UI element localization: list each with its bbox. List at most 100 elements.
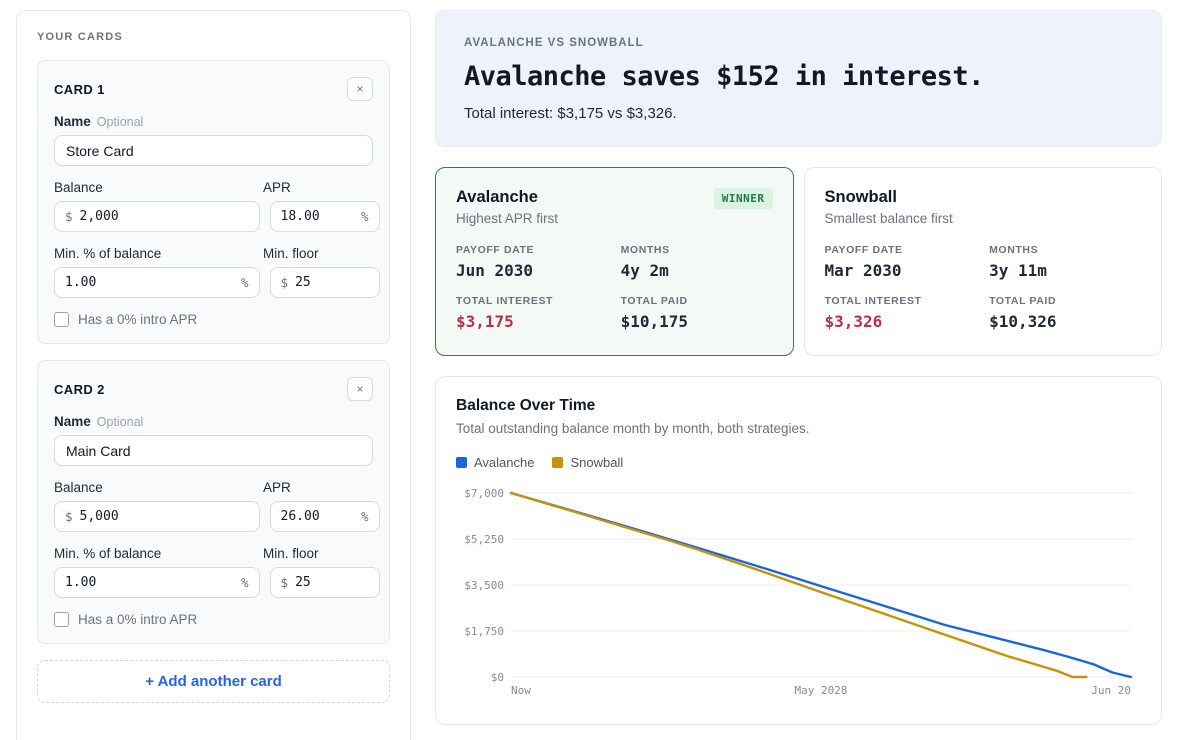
banner-eyebrow: AVALANCHE VS SNOWBALL	[464, 37, 644, 49]
months-value: 4y 2m	[620, 261, 669, 280]
payoff-date-value: Mar 2030	[824, 261, 902, 280]
name-label-row: Name Optional	[54, 414, 373, 429]
apr-input[interactable]	[280, 209, 354, 224]
percent-suffix: %	[361, 209, 369, 224]
chart-title: Balance Over Time	[456, 397, 596, 414]
balance-input[interactable]	[79, 209, 249, 224]
legend-label: Avalanche	[474, 455, 535, 470]
name-label-row: Name Optional	[54, 114, 373, 129]
chart-area: $0 $1,750 $3,500 $5,250 $7,000 Now May 2028 Jun…	[456, 481, 1141, 704]
intro-apr-row: Has a 0% intro APR	[54, 312, 373, 327]
min-floor-field: $	[269, 267, 380, 298]
card-name-input[interactable]	[54, 435, 373, 466]
apr-label: APR	[263, 180, 291, 195]
close-icon: ×	[356, 382, 364, 396]
intro-apr-checkbox[interactable]	[54, 612, 69, 627]
min-pct-input[interactable]	[65, 575, 234, 590]
snowball-swatch-icon	[552, 457, 564, 468]
svg-text:$3,500: $3,500	[464, 579, 504, 592]
winner-badge: WINNER	[713, 188, 773, 209]
svg-text:$0: $0	[491, 671, 504, 684]
min-floor-field: $	[269, 567, 380, 598]
dollar-prefix: $	[65, 209, 73, 224]
stat-label: PAYOFF DATE	[456, 244, 535, 256]
name-optional-hint: Optional	[96, 115, 144, 129]
apr-field: %	[269, 501, 380, 532]
legend-item-avalanche: Avalanche	[456, 455, 534, 470]
payoff-date-value: Jun 2030	[456, 261, 534, 280]
stat-label: TOTAL PAID	[989, 295, 1057, 307]
months-stat: MONTHS 4y 2m	[621, 244, 773, 280]
balance-label: Balance	[54, 480, 103, 495]
balance-apr-labels: Balance APR	[54, 180, 373, 195]
legend-item-snowball: Snowball	[552, 455, 623, 470]
svg-text:$1,750: $1,750	[464, 625, 504, 638]
balance-apr-inputs: $ %	[54, 501, 380, 532]
balance-input[interactable]	[79, 509, 249, 524]
min-floor-input[interactable]	[295, 275, 369, 290]
svg-text:$7,000: $7,000	[464, 487, 504, 500]
min-floor-input[interactable]	[295, 575, 369, 590]
apr-input[interactable]	[280, 509, 354, 524]
close-icon: ×	[356, 82, 364, 96]
intro-apr-row: Has a 0% intro APR	[54, 612, 373, 627]
balance-field: $	[54, 501, 260, 532]
dollar-prefix: $	[65, 509, 73, 524]
min-labels: Min. % of balance Min. floor	[54, 246, 373, 261]
card-title: CARD 2	[54, 381, 105, 397]
stat-label: MONTHS	[989, 244, 1039, 256]
card-header: CARD 1 ×	[54, 77, 373, 101]
cards-sidebar: YOUR CARDS CARD 1 × Name Optional Balanc…	[16, 10, 411, 740]
strategy-title: Avalanche	[456, 188, 538, 206]
balance-chart-card: Balance Over Time Total outstanding bala…	[435, 376, 1162, 725]
remove-card-button[interactable]: ×	[347, 377, 373, 401]
min-labels: Min. % of balance Min. floor	[54, 546, 373, 561]
strategy-card-avalanche: Avalanche Highest APR first WINNER PAYOF…	[435, 167, 794, 356]
stats-grid: PAYOFF DATE Jun 2030 MONTHS 4y 2m TOTAL …	[456, 244, 773, 331]
balance-apr-inputs: $ %	[54, 201, 380, 232]
svg-text:Now: Now	[511, 684, 531, 697]
balance-apr-labels: Balance APR	[54, 480, 373, 495]
stat-label: MONTHS	[620, 244, 670, 256]
banner-headline: Avalanche saves $152 in interest.	[464, 61, 984, 92]
avalanche-swatch-icon	[456, 457, 467, 468]
balance-label: Balance	[54, 180, 103, 195]
min-pct-label: Min. % of balance	[54, 546, 162, 561]
card-header: CARD 2 ×	[54, 377, 373, 401]
intro-apr-label: Has a 0% intro APR	[78, 312, 198, 327]
total-paid-stat: TOTAL PAID $10,175	[621, 295, 773, 331]
intro-apr-label: Has a 0% intro APR	[78, 612, 198, 627]
intro-apr-checkbox[interactable]	[54, 312, 69, 327]
dollar-prefix: $	[280, 275, 289, 290]
name-label: Name	[54, 414, 91, 429]
strategy-heading: Snowball Smallest balance first	[825, 188, 953, 226]
min-pct-field: %	[54, 567, 260, 598]
card-name-input[interactable]	[54, 135, 373, 166]
min-floor-label: Min. floor	[263, 246, 319, 261]
comparison-banner: AVALANCHE VS SNOWBALL Avalanche saves $1…	[435, 10, 1162, 147]
svg-text:$5,250: $5,250	[464, 533, 504, 546]
results-column: AVALANCHE VS SNOWBALL Avalanche saves $1…	[435, 10, 1162, 725]
min-pct-input[interactable]	[65, 275, 234, 290]
stat-label: TOTAL INTEREST	[456, 295, 554, 307]
card-form-2: CARD 2 × Name Optional Balance APR $ %	[37, 360, 390, 644]
total-paid-stat: TOTAL PAID $10,326	[989, 295, 1141, 331]
remove-card-button[interactable]: ×	[347, 77, 373, 101]
chart-subtitle: Total outstanding balance month by month…	[456, 421, 810, 436]
stat-label: TOTAL PAID	[620, 295, 688, 307]
name-optional-hint: Optional	[96, 415, 144, 429]
card-title: CARD 1	[54, 81, 105, 97]
payoff-date-stat: PAYOFF DATE Jun 2030	[456, 244, 621, 280]
banner-subtext: Total interest: $3,175 vs $3,326.	[464, 105, 677, 122]
total-interest-value: $3,326	[824, 312, 883, 331]
strategy-heading: Avalanche Highest APR first	[456, 188, 558, 226]
min-floor-label: Min. floor	[263, 546, 319, 561]
apr-label: APR	[263, 480, 291, 495]
add-card-button[interactable]: + Add another card	[37, 660, 390, 703]
total-interest-stat: TOTAL INTEREST $3,326	[825, 295, 990, 331]
strategy-row: Avalanche Highest APR first WINNER PAYOF…	[435, 167, 1162, 356]
percent-suffix: %	[361, 509, 369, 524]
total-interest-value: $3,175	[456, 312, 514, 331]
months-value: 3y 11m	[989, 261, 1047, 280]
